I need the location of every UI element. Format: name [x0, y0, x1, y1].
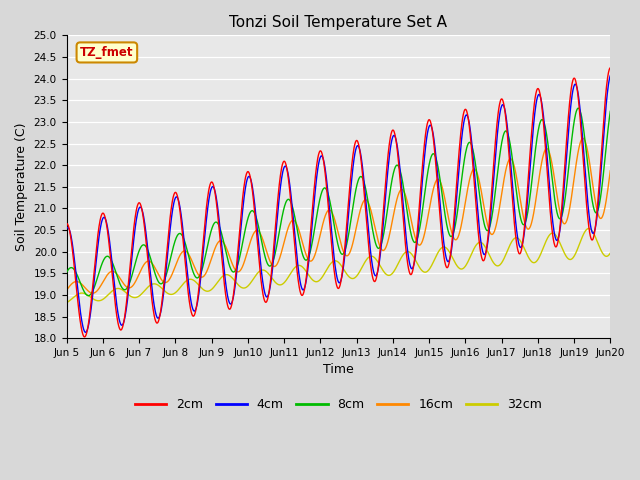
2cm [423, 122, 431, 128]
8cm [494, 166, 502, 171]
8cm [574, 105, 582, 111]
16cm [542, 146, 550, 152]
X-axis label: Time: Time [323, 363, 354, 376]
32cm [494, 263, 502, 269]
32cm [244, 283, 252, 288]
16cm [184, 250, 191, 256]
2cm [542, 154, 550, 159]
4cm [607, 72, 614, 78]
Line: 4cm: 4cm [67, 75, 611, 332]
4cm [184, 275, 191, 280]
4cm [171, 197, 179, 203]
16cm [494, 213, 502, 219]
8cm [184, 250, 191, 256]
Text: TZ_fmet: TZ_fmet [80, 46, 134, 59]
32cm [607, 250, 614, 256]
4cm [63, 226, 70, 232]
16cm [245, 244, 253, 250]
32cm [423, 269, 431, 275]
32cm [585, 226, 593, 231]
4cm [245, 174, 253, 180]
Line: 16cm: 16cm [67, 138, 611, 293]
2cm [63, 221, 70, 227]
32cm [542, 239, 550, 245]
2cm [171, 190, 179, 196]
8cm [171, 240, 179, 245]
4cm [423, 133, 431, 139]
2cm [607, 65, 614, 71]
8cm [63, 270, 70, 276]
4cm [81, 329, 89, 335]
2cm [81, 334, 88, 340]
16cm [579, 135, 587, 141]
2cm [184, 287, 191, 292]
32cm [63, 300, 70, 306]
Line: 2cm: 2cm [67, 68, 611, 337]
Line: 32cm: 32cm [67, 228, 611, 303]
4cm [542, 141, 550, 147]
4cm [494, 124, 502, 130]
8cm [607, 108, 614, 114]
8cm [423, 174, 431, 180]
8cm [245, 213, 253, 219]
Y-axis label: Soil Temperature (C): Soil Temperature (C) [15, 122, 28, 251]
32cm [170, 290, 178, 296]
16cm [171, 265, 179, 271]
Line: 8cm: 8cm [67, 108, 611, 296]
Legend: 2cm, 4cm, 8cm, 16cm, 32cm: 2cm, 4cm, 8cm, 16cm, 32cm [130, 393, 547, 416]
8cm [84, 293, 92, 299]
16cm [63, 287, 70, 293]
Title: Tonzi Soil Temperature Set A: Tonzi Soil Temperature Set A [229, 15, 447, 30]
16cm [607, 168, 614, 174]
8cm [542, 129, 550, 134]
16cm [423, 219, 431, 225]
2cm [494, 111, 502, 117]
16cm [89, 290, 97, 296]
32cm [184, 277, 191, 283]
2cm [245, 169, 253, 175]
